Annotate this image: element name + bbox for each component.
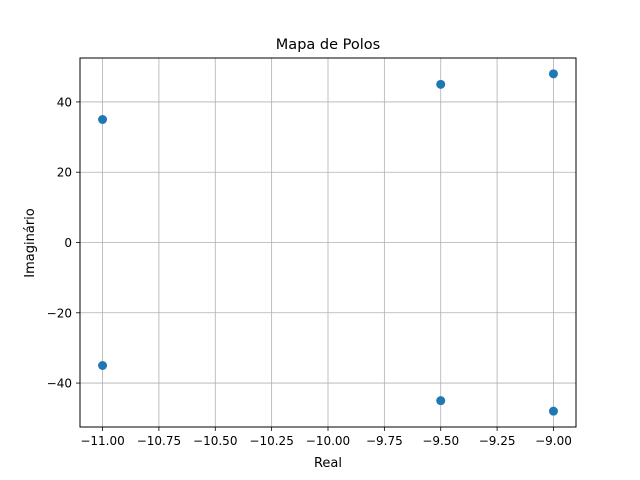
y-tick-label: 40 <box>57 95 72 109</box>
x-tick-label: −9.50 <box>422 434 459 448</box>
x-tick-label: −9.00 <box>535 434 572 448</box>
x-tick-label: −9.75 <box>366 434 403 448</box>
pole-point <box>98 115 108 124</box>
x-tick-label: −11.00 <box>80 434 124 448</box>
y-axis-label: Imaginário <box>23 208 38 277</box>
y-tick-label: −20 <box>47 306 72 320</box>
chart-title: Mapa de Polos <box>276 37 380 53</box>
x-tick-label: −10.50 <box>193 434 237 448</box>
pole-point <box>436 79 446 89</box>
pole-point <box>548 406 558 416</box>
y-tick-label: 0 <box>64 236 72 250</box>
y-axis-ticks: 40 20 0 −20 −40 <box>47 95 80 391</box>
y-tick-label: −40 <box>47 377 72 391</box>
x-tick-label: −10.25 <box>249 434 293 448</box>
x-tick-label: −10.75 <box>137 434 181 448</box>
x-tick-label: −10.00 <box>306 434 350 448</box>
y-tick-label: 20 <box>57 166 72 180</box>
pole-point <box>98 361 108 370</box>
pole-point <box>436 396 446 406</box>
x-axis-ticks: −11.00 −10.75 −10.50 −10.25 −10.00 −9.75 −9.50… <box>80 427 572 448</box>
x-tick-label: −9.25 <box>479 434 516 448</box>
x-axis-label: Real <box>314 456 342 471</box>
data-points <box>98 69 558 416</box>
grid <box>80 58 576 427</box>
pole-point <box>548 69 558 79</box>
